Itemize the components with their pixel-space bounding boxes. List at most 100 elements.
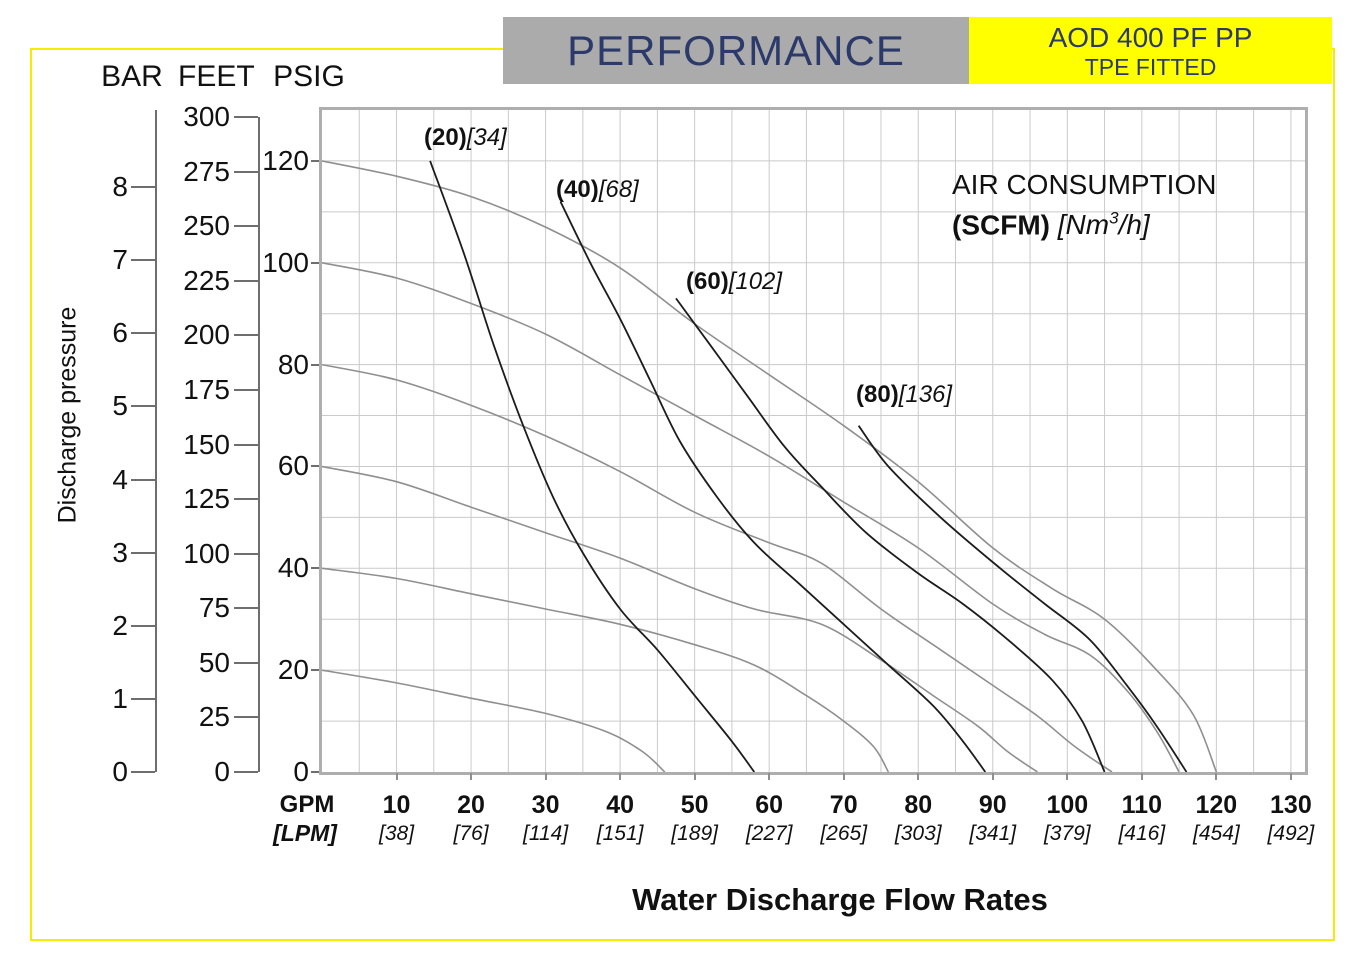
- air-consumption-curve-40: [559, 201, 987, 772]
- bar-tick-dash: [131, 186, 155, 188]
- feet-tick-dash: [234, 607, 258, 610]
- feet-tick-label: 175: [183, 373, 230, 405]
- x-tick-nub: [619, 773, 622, 780]
- air-curve-label-60: (60)[102]: [686, 268, 783, 295]
- bar-tick-label: 7: [112, 244, 128, 276]
- feet-scale-header: FEET: [178, 60, 255, 93]
- x-tick-nub: [1289, 773, 1292, 780]
- bar-tick-label: 4: [112, 463, 128, 495]
- model-fitted: TPE FITTED: [1084, 53, 1217, 80]
- bar-tick-label: 8: [112, 171, 128, 202]
- air-consumption-curve-20: [429, 160, 756, 772]
- gpm-tick-label: 20: [457, 791, 485, 819]
- air-consumption-legend: AIR CONSUMPTION (SCFM) [Nm3/h]: [952, 168, 1216, 247]
- feet-tick-dash: [234, 771, 258, 773]
- feet-tick-dash: [234, 716, 258, 719]
- lpm-tick-label: [341]: [969, 822, 1017, 845]
- bar-tick-label: 5: [112, 390, 128, 422]
- feet-tick-dash: [234, 661, 258, 664]
- x-tick-nub: [544, 773, 547, 780]
- feet-tick-dash: [234, 388, 258, 391]
- gpm-tick-label: 130: [1270, 791, 1312, 819]
- psig-tick-label: 120: [262, 144, 309, 176]
- y-axis-title: Discharge pressure: [53, 306, 82, 524]
- x-tick-nub: [1140, 773, 1143, 780]
- psig-tick-label: 100: [262, 246, 309, 278]
- feet-tick-label: 225: [183, 264, 230, 296]
- plot-area-border: [319, 107, 1308, 775]
- lpm-tick-label: [379]: [1043, 822, 1091, 845]
- air-curve-label-80: (80)[136]: [856, 381, 953, 408]
- x-tick-nub: [470, 773, 473, 780]
- performance-curve-80psig: [322, 363, 1113, 772]
- bar-tick-label: 2: [112, 609, 128, 641]
- x-tick-nub: [991, 773, 994, 780]
- bar-tick-dash: [131, 697, 155, 700]
- lpm-tick-label: [151]: [596, 822, 644, 845]
- feet-tick-dash: [234, 116, 258, 118]
- x-tick-nub: [842, 773, 845, 780]
- x-axis-title: Water Discharge Flow Rates: [632, 882, 1048, 917]
- lpm-tick-label: [189]: [671, 822, 718, 845]
- x-unit-lpm: [LPM]: [273, 820, 337, 846]
- feet-tick-dash: [234, 334, 258, 337]
- gpm-tick-label: 10: [382, 791, 411, 819]
- air-consumption-curve-80: [857, 425, 1188, 772]
- gpm-tick-label: 120: [1195, 791, 1238, 819]
- feet-tick-dash: [234, 552, 258, 555]
- gpm-tick-label: 50: [680, 791, 709, 819]
- psig-tick-label: 20: [277, 654, 309, 686]
- psig-tick-label: 0: [293, 756, 309, 787]
- feet-tick-dash: [234, 279, 258, 282]
- x-unit-gpm: GPM: [279, 791, 335, 818]
- lpm-tick-label: [416]: [1118, 822, 1166, 845]
- lpm-tick-label: [265]: [820, 822, 868, 845]
- gpm-tick-label: 100: [1046, 791, 1089, 819]
- feet-tick-label: 75: [198, 592, 230, 624]
- gpm-tick-label: 40: [606, 791, 635, 819]
- feet-tick-label: 50: [198, 646, 230, 678]
- bar-tick-dash: [131, 478, 155, 481]
- bar-tick-dash: [131, 624, 155, 627]
- air-consumption-units: (SCFM) [Nm3/h]: [952, 209, 1150, 241]
- feet-tick-label: 125: [183, 483, 230, 515]
- psig-tick-dash: [311, 465, 322, 468]
- psig-tick-dash: [311, 771, 322, 773]
- lpm-tick-label: [454]: [1193, 822, 1240, 845]
- lpm-tick-label: [492]: [1267, 822, 1315, 845]
- psig-tick-label: 60: [277, 450, 309, 482]
- psig-tick-dash: [311, 159, 322, 162]
- performance-curve-60psig: [322, 465, 1038, 772]
- lpm-tick-label: [227]: [745, 822, 793, 845]
- gpm-tick-label: 90: [978, 791, 1007, 819]
- feet-axis-line: [258, 117, 260, 772]
- air-consumption-curve-60: [675, 297, 1106, 772]
- model-name: AOD 400 PF PP: [1048, 21, 1253, 53]
- air-consumption-title: AIR CONSUMPTION: [952, 169, 1217, 200]
- bar-tick-label: 0: [112, 756, 128, 787]
- feet-tick-label: 200: [183, 319, 230, 351]
- performance-curve-40psig: [322, 567, 890, 772]
- psig-scale-header: PSIG: [273, 60, 345, 93]
- bar-tick-label: 3: [112, 536, 128, 568]
- bar-scale-header: BAR: [101, 60, 163, 93]
- x-tick-nub: [768, 773, 771, 780]
- psig-tick-label: 80: [277, 348, 309, 380]
- lpm-tick-label: [38]: [379, 822, 415, 845]
- chart-canvas: [322, 110, 1305, 772]
- feet-tick-label: 150: [183, 428, 230, 460]
- performance-header: PERFORMANCE: [503, 17, 969, 84]
- feet-tick-label: 300: [183, 101, 230, 132]
- bar-tick-label: 1: [112, 682, 128, 714]
- performance-curve-120psig: [322, 160, 1218, 772]
- bar-tick-dash: [131, 332, 155, 335]
- feet-tick-dash: [234, 443, 258, 446]
- feet-tick-label: 100: [183, 537, 230, 569]
- bar-axis-line: [155, 110, 157, 772]
- psig-tick-dash: [311, 567, 322, 570]
- feet-tick-dash: [234, 170, 258, 173]
- bar-tick-label: 6: [112, 317, 128, 349]
- feet-tick-dash: [234, 498, 258, 501]
- performance-title: PERFORMANCE: [567, 26, 905, 74]
